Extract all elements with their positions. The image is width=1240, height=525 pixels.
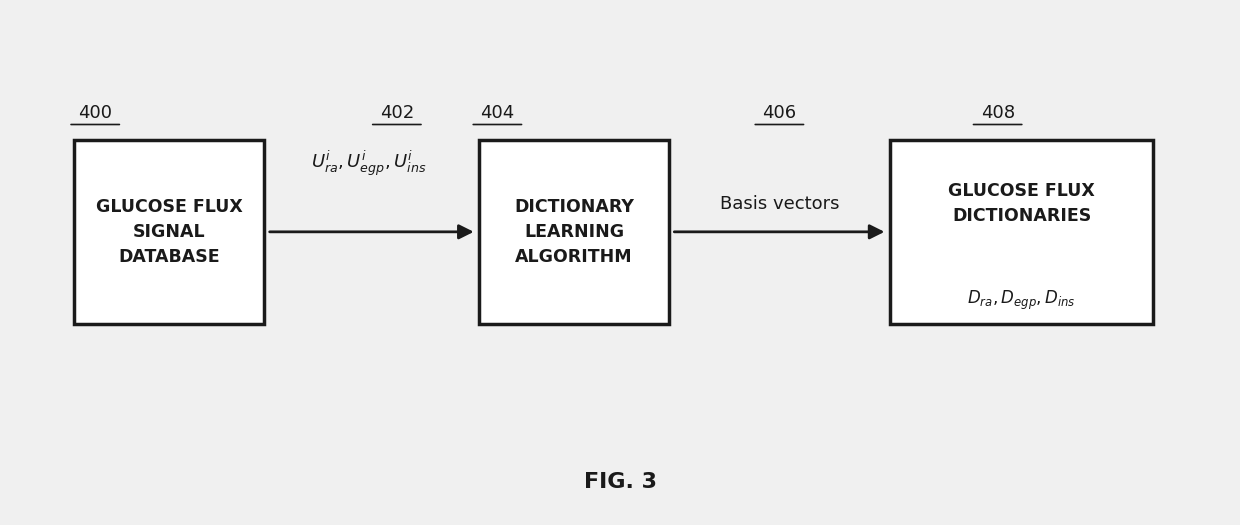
Text: 408: 408 bbox=[981, 104, 1014, 122]
Text: Basis vectors: Basis vectors bbox=[719, 195, 839, 213]
Text: 400: 400 bbox=[78, 104, 113, 122]
FancyBboxPatch shape bbox=[890, 140, 1153, 324]
Text: $U_{ra}^{i},U_{egp}^{i},U_{ins}^{i}$: $U_{ra}^{i},U_{egp}^{i},U_{ins}^{i}$ bbox=[311, 148, 427, 177]
Text: 406: 406 bbox=[763, 104, 796, 122]
Text: 402: 402 bbox=[379, 104, 414, 122]
Text: DICTIONARY
LEARNING
ALGORITHM: DICTIONARY LEARNING ALGORITHM bbox=[515, 198, 634, 266]
FancyBboxPatch shape bbox=[479, 140, 670, 324]
Text: FIG. 3: FIG. 3 bbox=[584, 472, 656, 492]
FancyBboxPatch shape bbox=[74, 140, 264, 324]
Text: GLUCOSE FLUX
SIGNAL
DATABASE: GLUCOSE FLUX SIGNAL DATABASE bbox=[95, 198, 243, 266]
Text: GLUCOSE FLUX
DICTIONARIES: GLUCOSE FLUX DICTIONARIES bbox=[949, 182, 1095, 225]
Text: $D_{ra},D_{egp},D_{ins}$: $D_{ra},D_{egp},D_{ins}$ bbox=[966, 289, 1075, 312]
Text: 404: 404 bbox=[480, 104, 515, 122]
